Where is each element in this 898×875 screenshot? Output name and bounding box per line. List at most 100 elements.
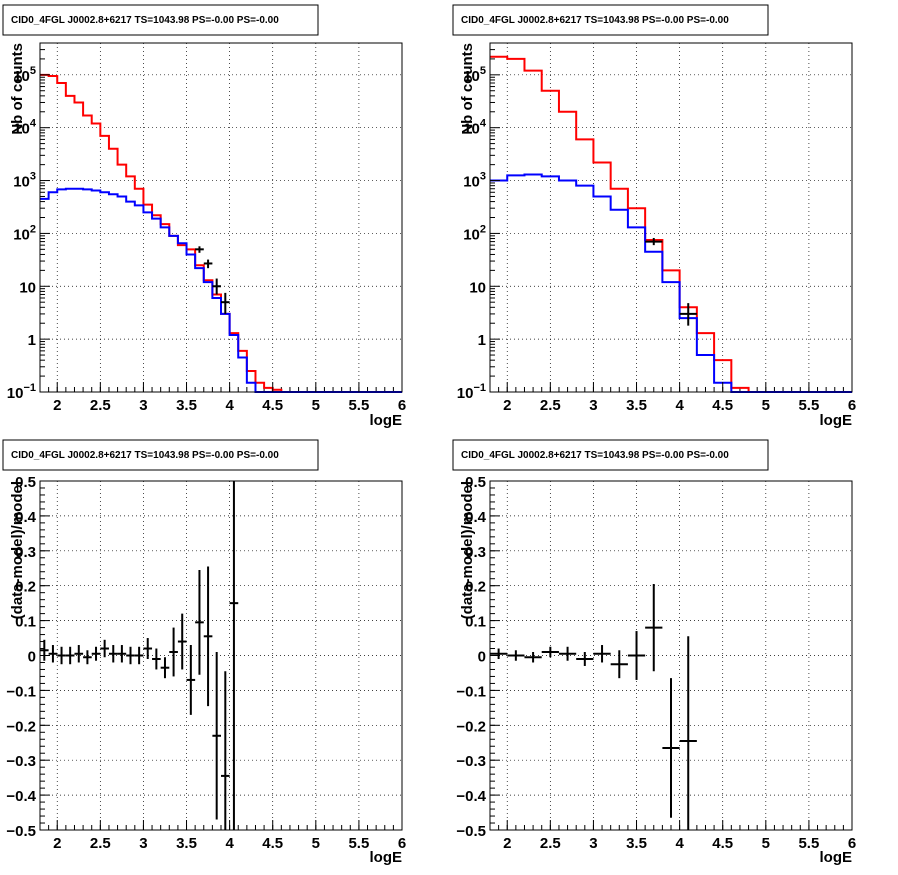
y-tick-label: −0.1: [456, 683, 486, 700]
y-tick-label: 0.4: [465, 509, 487, 526]
x-tick-label: 3.5: [626, 397, 647, 414]
x-tick-label: 2.5: [540, 835, 561, 852]
y-tick-label: 105: [13, 65, 36, 85]
x-tick-label: 5: [762, 397, 770, 414]
y-tick-label: 10: [469, 279, 486, 296]
y-tick-label: 102: [13, 223, 36, 243]
x-tick-label: 2: [503, 397, 511, 414]
minor-ticks: [489, 42, 853, 392]
y-tick-label: 103: [13, 171, 36, 191]
y-tick-label-base: 10: [13, 121, 30, 138]
chart-title: CID0_4FGL J0002.8+6217 TS=1043.98 PS=-0.…: [11, 450, 279, 461]
y-axis-title: (data-model)/model: [459, 481, 476, 619]
title-box: [2, 439, 319, 471]
plot-frame: [489, 42, 853, 393]
data-point: [645, 237, 663, 246]
y-tick-label: 0.1: [15, 614, 36, 631]
y-tick-label-base: 10: [457, 385, 474, 402]
data-point: [65, 646, 75, 665]
data-point: [108, 645, 118, 663]
y-tick-label: 102: [463, 223, 486, 243]
data-point: [541, 646, 559, 658]
x-axis-title: logE: [370, 849, 403, 866]
data-point: [679, 303, 697, 326]
data-point: [645, 583, 663, 672]
title-box: [452, 4, 769, 36]
data-point: [40, 639, 49, 661]
y-tick-label-base: 10: [463, 121, 480, 138]
data-point: [160, 657, 170, 679]
y-tick-label: 0.5: [465, 474, 486, 491]
x-axis-title: logE: [370, 412, 403, 429]
x-tick-label: 5: [312, 397, 320, 414]
chart-panel-bottom-right: CID0_4FGL J0002.8+6217 TS=1043.98 PS=-0.…: [452, 439, 856, 866]
y-axis-title: Nb of counts: [459, 43, 476, 135]
y-tick-label: 104: [13, 118, 37, 138]
y-tick-label-exponent: −1: [473, 382, 486, 394]
y-tick-label: 0.1: [465, 614, 486, 631]
data-points: [490, 583, 697, 830]
chart-title: CID0_4FGL J0002.8+6217 TS=1043.98 PS=-0.…: [461, 15, 729, 26]
y-tick-label: 10−1: [457, 382, 486, 402]
grid-lines: [490, 43, 853, 392]
chart-title: CID0_4FGL J0002.8+6217 TS=1043.98 PS=-0.…: [11, 15, 279, 26]
y-tick-label: 105: [463, 65, 486, 85]
y-tick-label-base: 10: [463, 174, 480, 191]
data-point: [576, 652, 594, 666]
tick-labels: 2 2.5 3 3.5 4 4.5 5 5.5 6 0.5 0.4 0.3 0.2 0.1 0 −0.1 −0.…: [456, 474, 856, 852]
y-tick-label: −0.5: [6, 823, 36, 840]
x-tick-label: 4.5: [262, 397, 283, 414]
y-tick-label: 0.2: [15, 579, 36, 596]
series-model-total-line: [490, 55, 852, 393]
data-point: [203, 566, 213, 707]
y-tick-label: 103: [463, 171, 486, 191]
y-tick-label-exponent: 4: [480, 118, 487, 130]
data-point: [134, 646, 144, 665]
x-tick-label: 5: [762, 835, 770, 852]
y-tick-label: 104: [463, 118, 487, 138]
data-point: [57, 646, 66, 665]
data-point: [524, 652, 542, 663]
data-point: [177, 613, 187, 670]
grid-lines: [40, 481, 403, 830]
y-axis-title: (data-model)/model: [9, 481, 26, 619]
data-point: [100, 639, 109, 658]
y-tick-label-exponent: 5: [30, 65, 36, 77]
data-points: [195, 246, 230, 314]
x-tick-label: 2: [503, 835, 511, 852]
y-tick-label: 1: [478, 332, 486, 349]
chart-panel-top-right: CID0_4FGL J0002.8+6217 TS=1043.98 PS=-0.…: [452, 4, 856, 429]
x-tick-label: 6: [848, 397, 856, 414]
y-tick-label: 0.3: [15, 544, 36, 561]
y-tick-label: 0: [28, 649, 36, 666]
y-tick-label: −0.4: [456, 788, 486, 805]
y-tick-label: 1: [28, 332, 36, 349]
x-tick-label: 3.5: [176, 397, 197, 414]
x-axis-title: logE: [820, 412, 853, 429]
data-point: [490, 648, 508, 659]
x-tick-label: 6: [848, 835, 856, 852]
data-point: [126, 646, 135, 665]
data-point: [212, 278, 221, 295]
minor-ticks: [39, 42, 403, 392]
y-tick-label-base: 10: [13, 68, 30, 85]
data-point: [48, 645, 58, 663]
y-tick-label: −0.1: [6, 683, 36, 700]
y-tick-label: −0.3: [456, 753, 486, 770]
y-tick-label: 10−1: [7, 382, 36, 402]
y-tick-label-exponent: 5: [480, 65, 486, 77]
y-tick-label-base: 10: [13, 226, 30, 243]
x-tick-label: 2.5: [90, 397, 111, 414]
data-point: [221, 671, 230, 830]
data-point: [229, 481, 239, 830]
x-tick-label: 4: [675, 397, 684, 414]
y-tick-label-exponent: 4: [30, 118, 37, 130]
y-tick-label: −0.2: [456, 718, 486, 735]
data-point: [143, 638, 153, 659]
data-point: [91, 646, 101, 661]
data-point: [507, 650, 525, 661]
y-tick-label: −0.5: [456, 823, 486, 840]
data-point: [195, 569, 204, 675]
x-tick-label: 6: [398, 835, 406, 852]
